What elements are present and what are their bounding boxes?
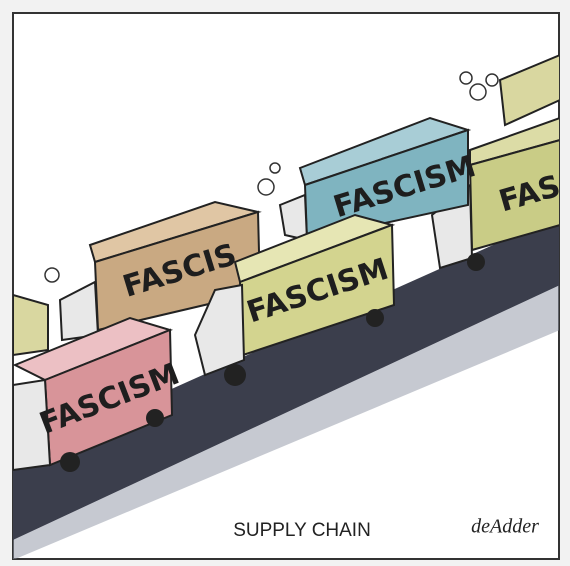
cartoon: FAS FASCISM FASCIS FASCISM <box>0 0 570 566</box>
truck <box>13 295 48 355</box>
signature: deAdder <box>471 516 539 538</box>
caption: SUPPLY CHAIN <box>233 520 371 541</box>
